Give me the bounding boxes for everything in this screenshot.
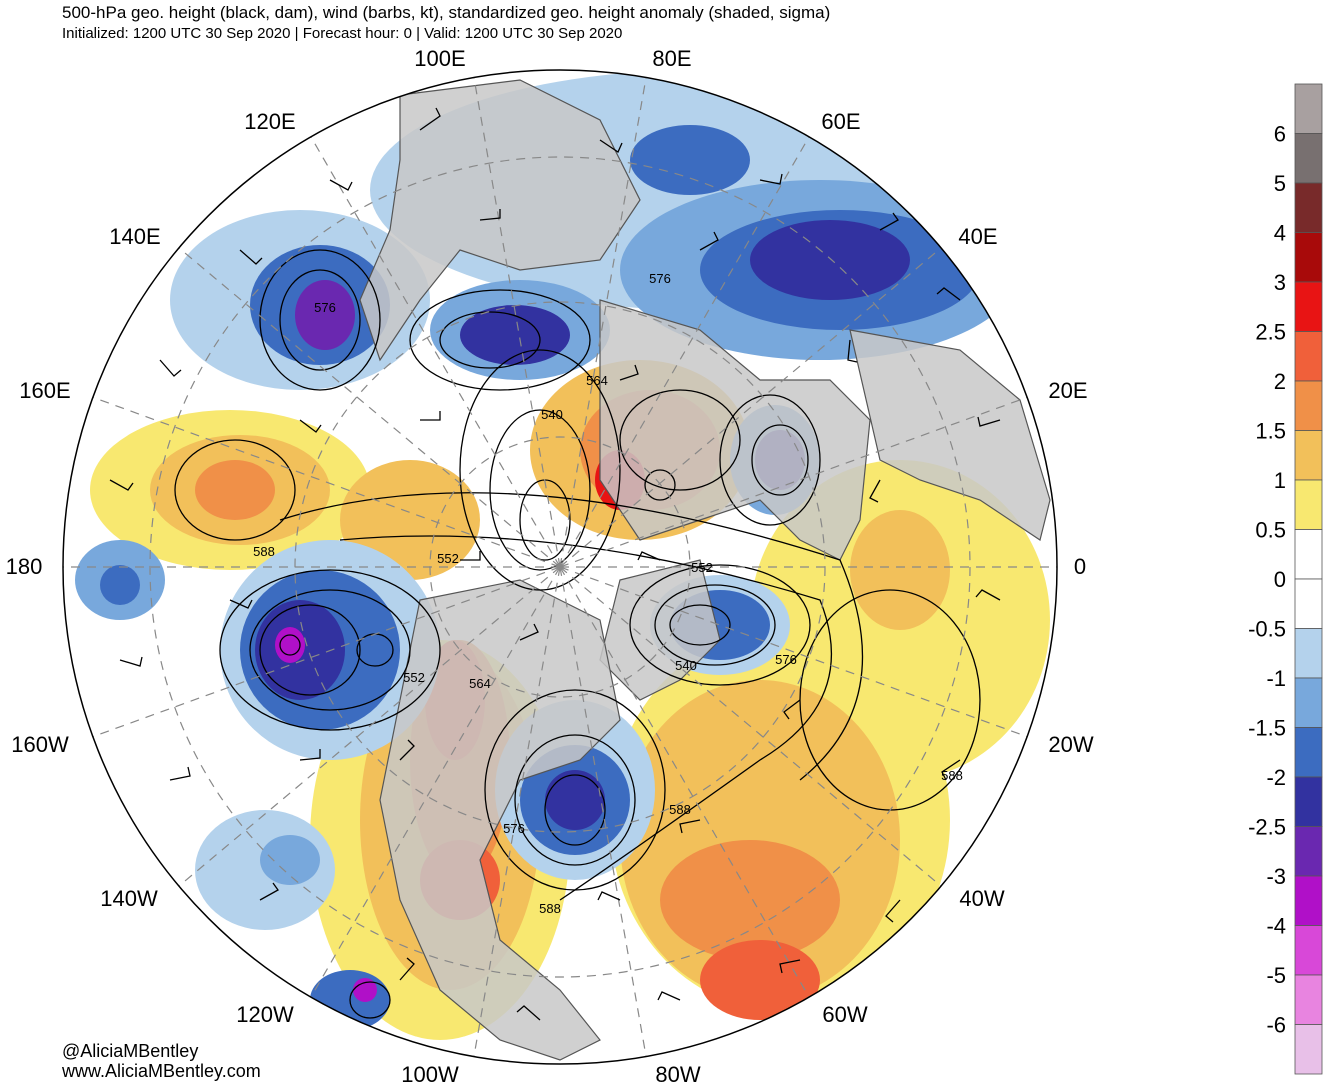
legend-box [1294, 182, 1323, 233]
legend-box [1294, 430, 1323, 481]
legend-box [1294, 578, 1323, 629]
contour-label: 576 [775, 652, 797, 667]
longitude-label: 60E [821, 109, 860, 134]
graticule [63, 77, 1057, 1057]
legend-box [1294, 479, 1323, 530]
longitude-label: 140W [100, 886, 158, 911]
longitude-label: 40W [959, 886, 1004, 911]
longitude-label: 20E [1048, 378, 1087, 403]
longitude-label: 80W [655, 1062, 700, 1086]
legend-box [1294, 628, 1323, 679]
map-border [62, 69, 1058, 1065]
credit-handle: @AliciaMBentley [62, 1041, 199, 1061]
legend-label: -0.5 [1248, 617, 1286, 642]
legend-label: 1.5 [1255, 419, 1286, 444]
longitude-label: 40E [958, 224, 997, 249]
contour-label: 576 [314, 300, 336, 315]
longitude-label: 160E [19, 378, 70, 403]
contour-label: 540 [675, 658, 697, 673]
legend-label: -4 [1266, 914, 1286, 939]
contour-label: 564 [586, 373, 608, 388]
contour-label: 588 [253, 544, 275, 559]
credit-website: www.AliciaMBentley.com [62, 1061, 261, 1081]
legend-label: 3 [1274, 270, 1286, 295]
legend-label: -3 [1266, 864, 1286, 889]
legend-box [1294, 133, 1323, 184]
legend-box [1294, 826, 1323, 877]
legend-box [1294, 677, 1323, 728]
legend-label: -2 [1266, 765, 1286, 790]
contour-label: 576 [649, 271, 671, 286]
legend-box [1294, 232, 1323, 283]
legend-label: 4 [1274, 221, 1286, 246]
contour-label: 540 [541, 407, 563, 422]
longitude-label: 0 [1074, 554, 1086, 579]
legend-label: 2.5 [1255, 320, 1286, 345]
legend-box [1294, 281, 1323, 332]
longitude-label: 120W [236, 1002, 294, 1027]
contour-label: 588 [669, 802, 691, 817]
height-contours [174, 249, 981, 1019]
contour-label: 588 [941, 768, 963, 783]
legend-box [1294, 331, 1323, 382]
legend-box [1294, 1024, 1323, 1075]
longitude-label: 80E [652, 46, 691, 71]
contour-label: 564 [469, 676, 491, 691]
legend-label: -1 [1266, 666, 1286, 691]
chart-title: 500-hPa geo. height (black, dam), wind (… [62, 3, 831, 22]
longitude-label: 100W [401, 1062, 459, 1086]
legend-label: 0 [1274, 567, 1286, 592]
legend-label: -1.5 [1248, 716, 1286, 741]
legend-label: 2 [1274, 369, 1286, 394]
land-masses [359, 79, 1051, 1061]
map-field [63, 70, 1057, 1064]
contour-label: 576 [503, 821, 525, 836]
contour-label: 552 [437, 551, 459, 566]
legend-box [1294, 83, 1323, 134]
contour-label: 552 [403, 670, 425, 685]
longitude-label: 160W [11, 732, 69, 757]
longitude-label: 100E [414, 46, 465, 71]
legend-box [1294, 776, 1323, 827]
legend-label: -6 [1266, 1013, 1286, 1038]
legend-box [1294, 727, 1323, 778]
legend-label: -5 [1266, 963, 1286, 988]
legend-labels: 6 5 4 3 2.5 2 1.5 1 0.5 0 -0.5 -1 -1.5 -2 -2.5 -3 -4 -5 -6 [1248, 122, 1286, 1038]
longitude-labels: 100E 80E 120E 60E 140E 40E 160E 20E 180 0 160W 20W 1… [6, 46, 1094, 1086]
longitude-label: 180 [6, 554, 43, 579]
longitude-label: 60W [822, 1002, 867, 1027]
chart-subtitle: Initialized: 1200 UTC 30 Sep 2020 | Fore… [62, 25, 623, 42]
legend-label: -2.5 [1248, 815, 1286, 840]
longitude-label: 20W [1048, 732, 1093, 757]
legend-box [1294, 529, 1323, 580]
legend-box [1294, 875, 1323, 926]
legend-label: 1 [1274, 468, 1286, 493]
longitude-label: 140E [109, 224, 160, 249]
legend-color-boxes [1294, 83, 1323, 1075]
legend-label: 6 [1274, 122, 1286, 147]
contour-label: 588 [539, 901, 561, 916]
wind-barbs [109, 107, 1001, 1021]
longitude-label: 120E [244, 109, 295, 134]
legend-box [1294, 925, 1323, 976]
legend-label: 5 [1274, 171, 1286, 196]
legend-box [1294, 380, 1323, 431]
legend-box [1294, 974, 1323, 1025]
contour-labels: 576 576 564 540 588 552 552 552 564 540 576 576 588 5… [253, 271, 963, 916]
contour-label: 552 [691, 560, 713, 575]
legend-label: 0.5 [1255, 518, 1286, 543]
